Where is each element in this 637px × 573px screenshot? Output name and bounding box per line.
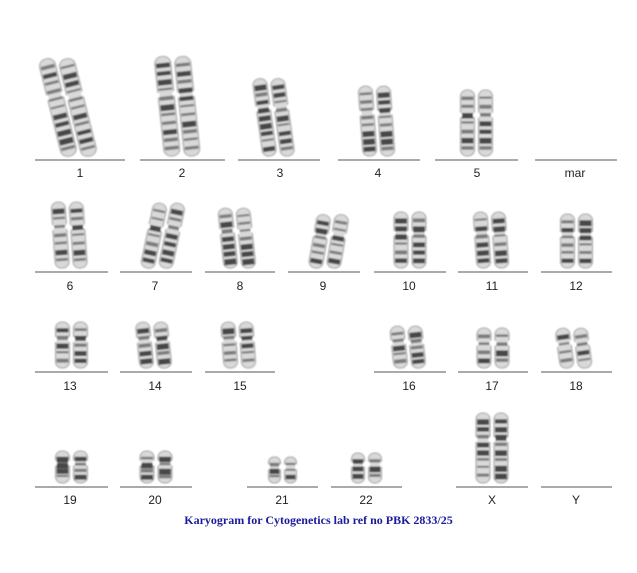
chromosome-X-1 [474,412,492,484]
chromosome-label: 8 [237,279,244,293]
chromosome-slot-18: 18 [541,327,612,393]
chromosome-3-2 [270,78,295,157]
chromosome-1-2 [59,58,97,157]
chromosome-10-1 [392,211,410,269]
chromosome-10-2 [410,211,428,269]
chromosome-12-2 [576,213,595,269]
chromosome-label: 12 [569,279,583,293]
chromosome-slot-11: 11 [458,211,528,293]
chromosome-slot-mar: mar [535,159,617,180]
chromosome-label: 5 [474,166,481,180]
chromosome-slot-14: 14 [120,321,192,393]
chromosome-4-1 [358,85,377,157]
chromosome-slot-Y: Y [541,486,612,507]
chromosome-9-2 [326,214,349,269]
chromosome-label: 9 [320,279,327,293]
chromosome-15-1 [220,321,238,369]
chromosome-20-2 [156,450,174,484]
chromosome-9-1 [308,214,331,269]
chromosome-slot-12: 12 [541,213,612,293]
chromosome-label: 2 [179,166,186,180]
chromosome-19-1 [53,450,72,484]
chromosome-1-1 [39,58,77,157]
chromosome-7-1 [140,202,167,269]
chromosome-11-1 [472,211,491,269]
chromosome-14-2 [153,321,172,369]
chromosome-label: 15 [233,379,247,393]
chromosome-slot-1: 1 [35,58,125,180]
chromosome-21-2 [282,456,299,484]
chromosome-slot-7: 7 [120,202,192,293]
chromosome-slot-15: 15 [205,321,275,393]
chromosome-label: 3 [277,166,284,180]
chromosome-slot-19: 19 [35,450,108,507]
chromosome-slot-8: 8 [205,207,275,293]
chromosome-label: 10 [402,279,416,293]
chromosome-label: Y [572,493,580,507]
chromosome-slot-17: 17 [458,327,528,393]
chromosome-slot-21: 21 [247,456,318,507]
chromosome-6-1 [50,201,70,269]
chromosome-label: 21 [275,493,289,507]
chromosome-label: X [488,493,496,507]
chromosome-label: 18 [569,379,583,393]
chromosome-21-1 [266,456,283,484]
chromosome-3-1 [252,78,277,157]
chromosome-label: 4 [375,166,382,180]
chromosome-4-2 [376,85,395,157]
chromosome-slot-22: 22 [331,452,402,507]
chromosome-5-2 [476,89,495,157]
chromosome-slot-20: 20 [120,450,192,507]
chromosome-label: 7 [152,279,159,293]
chromosome-label: 1 [77,166,84,180]
chromosome-label: 13 [63,379,77,393]
chromosome-13-1 [53,321,72,369]
chromosome-11-2 [490,211,509,269]
chromosome-label: 19 [63,493,77,507]
chromosome-16-2 [407,325,426,369]
chromosome-label: 16 [402,379,416,393]
chromosome-7-2 [158,202,185,269]
chromosome-8-1 [217,207,238,269]
chromosome-15-2 [238,321,256,369]
chromosome-20-1 [138,450,156,484]
chromosome-slot-5: 5 [435,89,518,180]
chromosome-19-2 [71,450,90,484]
chromosome-slot-10: 10 [374,211,446,293]
chromosome-5-1 [458,89,477,157]
chromosome-17-1 [475,327,493,369]
chromosome-6-2 [68,201,88,269]
chromosome-label: 6 [67,279,74,293]
chromosome-18-2 [573,327,593,369]
chromosome-label: 20 [148,493,162,507]
chromosome-label: 22 [359,493,373,507]
chromosome-X-2 [492,412,510,484]
chromosome-slot-3: 3 [238,78,320,180]
chromosome-16-1 [389,325,408,369]
chromosome-8-2 [235,207,256,269]
chromosome-label: 14 [148,379,162,393]
chromosome-18-1 [555,327,575,369]
chromosome-13-2 [71,321,90,369]
chromosome-14-1 [135,321,154,369]
chromosome-slot-2: 2 [140,56,225,180]
chromosome-22-1 [349,452,367,484]
chromosome-slot-13: 13 [35,321,108,393]
chromosome-2-2 [174,56,201,157]
karyogram-caption: Karyogram for Cytogenetics lab ref no PB… [184,513,453,527]
chromosome-2-1 [154,56,181,157]
chromosome-label: 11 [486,279,499,293]
chromosome-17-2 [493,327,511,369]
chromosome-slot-4: 4 [338,85,420,180]
chromosome-label: mar [565,166,586,180]
chromosome-12-1 [558,213,577,269]
chromosome-22-2 [366,452,384,484]
chromosome-slot-9: 9 [288,214,360,293]
chromosome-slot-6: 6 [35,201,108,293]
chromosome-label: 17 [485,379,499,393]
chromosome-slot-X: X [456,412,528,507]
chromosome-slot-16: 16 [374,325,446,393]
